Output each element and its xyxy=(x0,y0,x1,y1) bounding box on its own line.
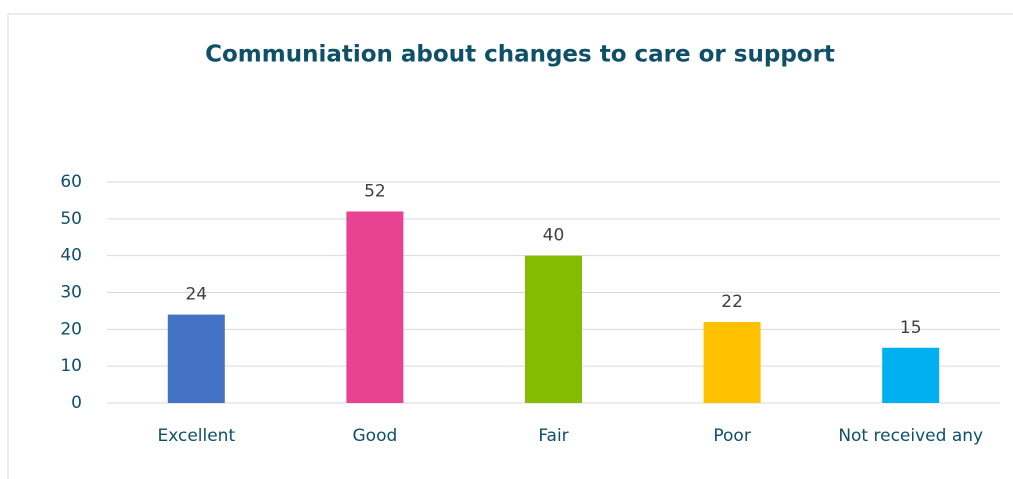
data-label: 40 xyxy=(543,226,565,246)
x-tick-label: Good xyxy=(353,426,398,446)
y-tick-label: 30 xyxy=(60,283,82,303)
x-tick-label: Fair xyxy=(538,426,568,446)
chart-border xyxy=(7,13,1013,479)
y-tick-label: 0 xyxy=(71,393,82,413)
bar xyxy=(882,347,940,403)
bar xyxy=(703,321,761,403)
x-tick-label: Not received any xyxy=(838,426,983,446)
bar xyxy=(167,314,225,403)
chart-title: Communiation about changes to care or su… xyxy=(205,42,835,68)
y-tick-label: 40 xyxy=(60,246,82,266)
data-label: 15 xyxy=(900,318,922,338)
y-tick-label: 20 xyxy=(60,319,82,339)
bar xyxy=(525,255,582,403)
data-label: 22 xyxy=(721,292,743,312)
bar xyxy=(346,211,404,403)
x-tick-label: Poor xyxy=(713,426,750,446)
data-label: 24 xyxy=(185,285,207,305)
x-tick-label: Excellent xyxy=(157,426,235,446)
y-tick-label: 50 xyxy=(60,209,82,229)
data-label: 52 xyxy=(364,181,386,201)
y-tick-label: 60 xyxy=(60,172,82,192)
y-tick-label: 10 xyxy=(60,356,82,376)
